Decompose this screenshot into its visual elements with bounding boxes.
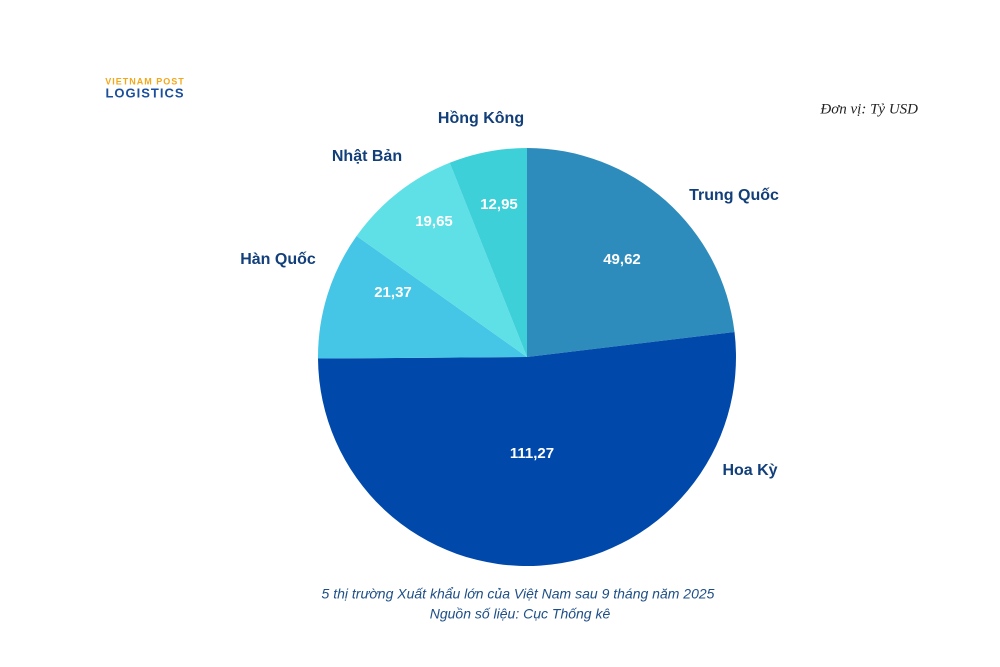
category-label: Nhật Bản bbox=[332, 148, 402, 165]
unit: Đơn vị: Tỷ USD bbox=[819, 101, 918, 117]
caption: Nguồn số liệu: Cục Thống kê bbox=[430, 606, 611, 622]
value-label: 111,27 bbox=[510, 445, 554, 462]
category-label: Hoa Kỳ bbox=[722, 462, 777, 479]
value-label: 49,62 bbox=[603, 251, 641, 268]
logo-line1: VIETNAM POST bbox=[105, 76, 185, 86]
value-label: 21,37 bbox=[374, 284, 412, 301]
pie-slice bbox=[527, 148, 735, 357]
logo-line2: LOGISTICS bbox=[105, 85, 184, 100]
value-label: 19,65 bbox=[415, 213, 453, 230]
category-label: Hồng Kông bbox=[438, 110, 524, 127]
caption: 5 thị trường Xuất khẩu lớn của Việt Nam … bbox=[322, 586, 715, 602]
pie-slice bbox=[356, 162, 527, 357]
pie-slice bbox=[318, 235, 527, 359]
value-label: 12,95 bbox=[480, 196, 518, 213]
category-label: Hàn Quốc bbox=[240, 251, 316, 268]
pie-slice bbox=[449, 148, 527, 357]
pie-slice bbox=[318, 332, 736, 566]
category-label: Trung Quốc bbox=[689, 187, 779, 204]
